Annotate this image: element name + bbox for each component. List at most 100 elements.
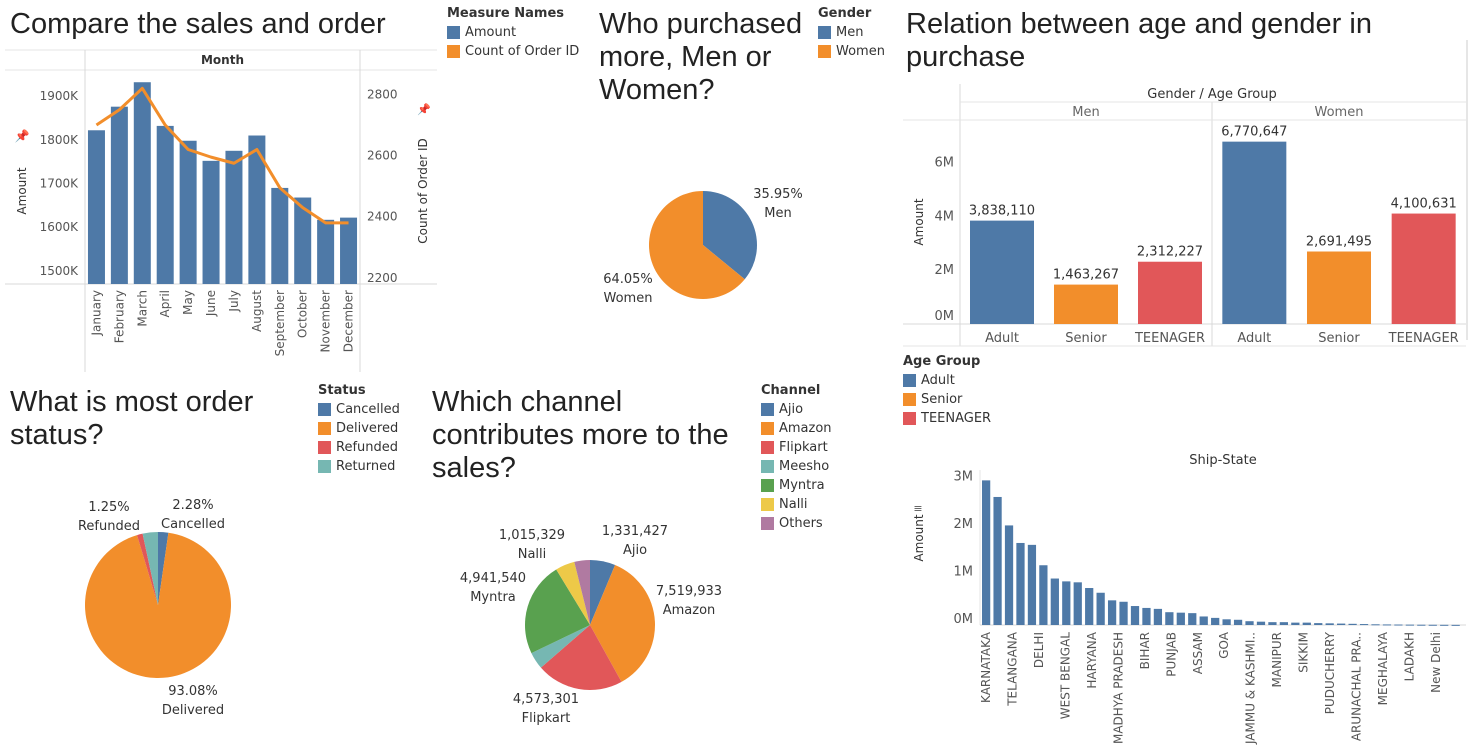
age-y-tick-label: 0M: [935, 309, 955, 324]
measure-legend-item-amount[interactable]: Amount: [447, 23, 579, 42]
channel-legend[interactable]: Channel Ajio Amazon Flipkart Meesho Mynt…: [761, 383, 832, 533]
ship-x-tick-label: KARNATAKA: [979, 631, 993, 703]
value-label-men-teenager: 2,312,227: [1137, 245, 1203, 260]
channel-pie-slice-nalli: [556, 562, 590, 625]
x-tick-label-men-adult: Adult: [985, 331, 1019, 346]
x-tick-label-women-adult: Adult: [1237, 331, 1271, 346]
status-legend-item-delivered[interactable]: Delivered: [318, 419, 400, 438]
ship-x-tick-label: GOA: [1217, 631, 1231, 659]
gender-legend[interactable]: Gender Men Women: [818, 6, 885, 61]
y2-tick-label: 2400: [367, 210, 398, 224]
channel-pie-slice-ajio: [590, 560, 615, 625]
ship-state-bar: [1200, 616, 1208, 625]
swatch: [447, 26, 460, 39]
status-legend-item-refunded[interactable]: Refunded: [318, 438, 400, 457]
bar-men-senior: [1054, 285, 1118, 324]
status-legend-item-returned[interactable]: Returned: [318, 457, 400, 476]
swatch: [761, 422, 774, 435]
ship-state-bar: [1223, 619, 1231, 625]
bar-amount-march: [134, 82, 151, 284]
value-label-women-adult: 6,770,647: [1221, 125, 1287, 140]
ship-x-tick-label: ASSAM: [1191, 632, 1205, 674]
scrollbar[interactable]: [1466, 40, 1468, 340]
status-legend[interactable]: Status Cancelled Delivered Refunded Retu…: [318, 383, 400, 476]
swatch: [761, 403, 774, 416]
value-label-women-teenager: 4,100,631: [1391, 197, 1457, 212]
age-legend-item-adult[interactable]: Adult: [903, 371, 991, 390]
x-tick-label-december: December: [342, 290, 356, 352]
ship-state-bar: [1440, 625, 1448, 626]
ship-state-bar: [1337, 624, 1345, 625]
ship-x-tick-label: MANIPUR: [1270, 632, 1284, 687]
y2-tick-label: 2600: [367, 149, 398, 163]
gender-legend-item-men[interactable]: Men: [818, 23, 885, 42]
legend-label: Delivered: [336, 421, 398, 436]
channel-legend-item-meesho[interactable]: Meesho: [761, 457, 832, 476]
status-pie-slice-delivered: [85, 533, 231, 678]
channel-legend-item-myntra[interactable]: Myntra: [761, 476, 832, 495]
channel-legend-title: Channel: [761, 383, 832, 398]
ship-state-bar: [1452, 625, 1460, 626]
status-legend-item-cancelled[interactable]: Cancelled: [318, 400, 400, 419]
value-label-women-senior: 2,691,495: [1306, 235, 1372, 250]
ship-state-bar: [1131, 606, 1139, 625]
swatch: [903, 393, 916, 406]
age-header-title: Gender / Age Group: [1147, 87, 1276, 102]
ship-state-bar: [1371, 624, 1379, 625]
bar-amount-january: [88, 130, 105, 284]
channel-pie-slice-myntra: [525, 569, 590, 653]
age-y-tick-label: 4M: [935, 209, 955, 224]
bar-amount-november: [317, 220, 334, 284]
channel-legend-item-amazon[interactable]: Amazon: [761, 419, 832, 438]
ship-state-bar: [1303, 623, 1311, 625]
legend-label: Senior: [921, 392, 962, 407]
ship-state-bar: [1051, 579, 1059, 625]
y2-tick-label: 2200: [367, 271, 398, 285]
ship-x-tick-label: LADAKH: [1402, 632, 1416, 681]
swatch: [818, 45, 831, 58]
channel-legend-item-ajio[interactable]: Ajio: [761, 400, 832, 419]
gender-legend-item-women[interactable]: Women: [818, 42, 885, 61]
nalli-label: Nalli: [518, 547, 547, 562]
swatch: [318, 460, 331, 473]
x-tick-label-march: March: [135, 290, 149, 327]
ship-state-bar: [1257, 622, 1265, 625]
channel-legend-item-others[interactable]: Others: [761, 514, 832, 533]
age-legend-item-teenager[interactable]: TEENAGER: [903, 409, 991, 428]
cancelled-pct-label: 2.28%: [172, 498, 213, 513]
ship-state-bar: [1074, 582, 1082, 625]
ship-x-tick-label: JAMMU & KASHMI..: [1244, 632, 1258, 745]
y2-tick-label: 2800: [367, 87, 398, 101]
measure-names-legend[interactable]: Measure Names Amount Count of Order ID: [447, 6, 579, 61]
ship-state-bar: [1142, 608, 1150, 625]
bar-women-adult: [1222, 142, 1286, 324]
bar-amount-july: [225, 151, 242, 284]
ship-x-tick-label: HARYANA: [1085, 631, 1099, 688]
ajio-label: Ajio: [623, 543, 647, 558]
age-group-legend[interactable]: Age Group Adult Senior TEENAGER: [903, 354, 991, 428]
channel-pie-slice-flipkart: [541, 625, 622, 690]
ship-state-bar: [1097, 593, 1105, 625]
refunded-pct-label: 1.25%: [88, 500, 129, 515]
ship-state-bar: [1348, 624, 1356, 625]
bar-men-adult: [970, 221, 1034, 324]
measure-legend-item-count[interactable]: Count of Order ID: [447, 42, 579, 61]
bar-amount-april: [157, 126, 174, 284]
ship-state-bar: [1314, 623, 1322, 625]
status-legend-title: Status: [318, 383, 400, 398]
men-pct-label: 35.95%: [753, 187, 803, 202]
x-tick-label-october: October: [296, 290, 310, 338]
ajio-value-label: 1,331,427: [602, 524, 668, 539]
ship-state-bar: [1039, 565, 1047, 625]
pin-icon-right: 📌: [417, 102, 431, 116]
channel-legend-item-nalli[interactable]: Nalli: [761, 495, 832, 514]
ship-state-bar: [1028, 545, 1036, 625]
ship-state-bar: [1234, 620, 1242, 625]
age-legend-item-senior[interactable]: Senior: [903, 390, 991, 409]
age-group-women-label: Women: [1315, 105, 1364, 120]
y-tick-label: 1800K: [40, 133, 80, 147]
bar-amount-october: [294, 198, 311, 284]
bar-women-teenager: [1392, 214, 1456, 324]
channel-legend-item-flipkart[interactable]: Flipkart: [761, 438, 832, 457]
pin-icon-left: 📌: [15, 128, 30, 143]
